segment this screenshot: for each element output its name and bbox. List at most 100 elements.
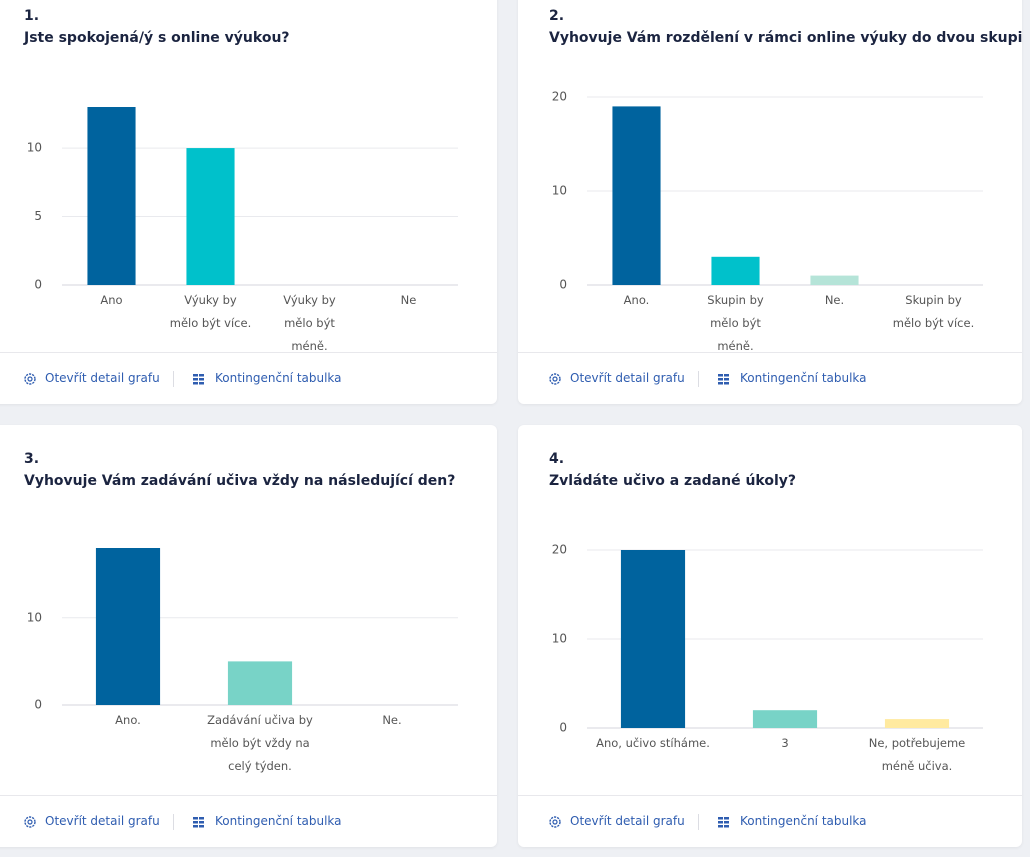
table-icon-cell bbox=[199, 382, 204, 385]
x-tick-label: Ne. bbox=[382, 713, 402, 727]
table-icon-cell bbox=[199, 825, 204, 828]
x-tick-label: Skupin by mělo být méně. bbox=[707, 293, 764, 353]
bar bbox=[612, 106, 661, 286]
x-tick-label: Výuky by mělo být více. bbox=[169, 293, 252, 330]
x-tick-label: Skupin by mělo být více. bbox=[892, 293, 975, 330]
bar bbox=[752, 710, 818, 728]
y-tick-label: 10 bbox=[27, 610, 42, 624]
detail-link[interactable]: Otevřít detail grafu bbox=[570, 371, 685, 385]
bar bbox=[810, 275, 859, 285]
gear-icon bbox=[24, 373, 36, 385]
chart-title: Vyhovuje Vám rozdělení v rámci online vý… bbox=[549, 30, 1022, 46]
y-tick-label: 5 bbox=[34, 209, 42, 223]
gear-hub bbox=[27, 819, 33, 825]
table-icon-cell bbox=[718, 825, 723, 828]
gear-icon bbox=[549, 816, 561, 828]
chart-card: 2. Vyhovuje Vám rozdělení v rámci online … bbox=[518, 0, 1022, 404]
y-tick-label: 0 bbox=[559, 721, 567, 735]
bar bbox=[95, 548, 161, 705]
gear-hub bbox=[27, 376, 33, 382]
table-icon-cell bbox=[718, 821, 723, 824]
chart-title: Vyhovuje Vám zadávání učiva vždy na násl… bbox=[24, 473, 456, 489]
y-tick-label: 10 bbox=[552, 632, 567, 646]
y-tick-label: 10 bbox=[552, 184, 567, 198]
bar bbox=[884, 719, 950, 728]
table-icon-cell bbox=[193, 821, 198, 824]
table-icon-cell bbox=[718, 374, 723, 377]
question-number: 1. bbox=[24, 8, 40, 24]
bar bbox=[620, 550, 686, 728]
table-icon-cell bbox=[718, 382, 723, 385]
detail-link[interactable]: Otevřít detail grafu bbox=[570, 814, 685, 828]
x-tick-label: Ano bbox=[100, 293, 123, 307]
table-icon-cell bbox=[724, 374, 729, 377]
table-icon-cell bbox=[193, 382, 198, 385]
table-icon-cell bbox=[724, 382, 729, 385]
x-tick-label: 3 bbox=[781, 736, 789, 750]
table-icon-cell bbox=[724, 825, 729, 828]
table-link[interactable]: Kontingenční tabulka bbox=[215, 814, 342, 828]
separator bbox=[173, 371, 174, 387]
chart-card: 4. Zvládáte učivo a zadané úkoly? 0 10 20 Ano… bbox=[518, 425, 1022, 847]
chart: 0 10 20 bbox=[552, 543, 983, 735]
table-icon-cell bbox=[199, 378, 204, 381]
table-icon-cell bbox=[193, 817, 198, 820]
table-icon-cell bbox=[724, 817, 729, 820]
gear-ring bbox=[24, 816, 36, 828]
separator bbox=[698, 371, 699, 387]
detail-link[interactable]: Otevřít detail grafu bbox=[45, 814, 160, 828]
table-icon-cell bbox=[724, 821, 729, 824]
gear-ring bbox=[549, 816, 561, 828]
x-tick-label: Ano, učivo stíháme. bbox=[596, 736, 710, 750]
bar bbox=[711, 256, 760, 285]
chart-card: 1. Jste spokojená/ý s online výukou? 0 5 10 A… bbox=[0, 0, 497, 404]
table-icon-cell bbox=[199, 374, 204, 377]
bar bbox=[186, 148, 235, 285]
table-link[interactable]: Kontingenční tabulka bbox=[215, 371, 342, 385]
question-number: 2. bbox=[549, 8, 565, 24]
gear-ring bbox=[549, 373, 561, 385]
card-footer: Otevřít detail grafu Kontingenční tabulka bbox=[518, 352, 1022, 404]
chart-card: 3. Vyhovuje Vám zadávání učiva vždy na ná… bbox=[0, 425, 497, 847]
x-tick-label: Ne bbox=[400, 293, 417, 307]
table-link[interactable]: Kontingenční tabulka bbox=[740, 814, 867, 828]
gear-icon bbox=[24, 816, 36, 828]
card-footer: Otevřít detail grafu Kontingenční tabulka bbox=[0, 795, 497, 847]
chart: 0 10 20 bbox=[552, 90, 983, 292]
chart: 0 5 10 bbox=[27, 107, 458, 292]
gear-ring bbox=[24, 373, 36, 385]
x-tick-label: Zadávání učiva by mělo být vždy na celý … bbox=[207, 713, 313, 773]
table-icon-cell bbox=[199, 817, 204, 820]
table-icon-cell bbox=[193, 374, 198, 377]
table-icon-cell bbox=[193, 378, 198, 381]
chart: 0 10 bbox=[27, 548, 458, 712]
question-number: 4. bbox=[549, 451, 565, 467]
x-tick-label: Výuky by mělo být méně. bbox=[283, 293, 336, 353]
x-tick-label: Ne. bbox=[824, 293, 845, 307]
y-tick-label: 20 bbox=[552, 90, 567, 104]
table-icon bbox=[718, 374, 729, 385]
x-tick-label: Ne, potřebujeme méně učiva. bbox=[868, 736, 966, 773]
separator bbox=[173, 814, 174, 830]
card-footer: Otevřít detail grafu Kontingenční tabulka bbox=[0, 352, 497, 404]
y-tick-label: 0 bbox=[34, 698, 42, 712]
gear-hub bbox=[552, 819, 558, 825]
table-icon-cell bbox=[718, 817, 723, 820]
table-link[interactable]: Kontingenční tabulka bbox=[740, 371, 867, 385]
table-icon bbox=[718, 817, 729, 828]
y-tick-label: 10 bbox=[27, 141, 42, 155]
table-icon-cell bbox=[193, 825, 198, 828]
table-icon-cell bbox=[718, 378, 723, 381]
detail-link[interactable]: Otevřít detail grafu bbox=[45, 371, 160, 385]
bar bbox=[227, 661, 293, 705]
card-footer: Otevřít detail grafu Kontingenční tabulka bbox=[518, 795, 1022, 847]
bar bbox=[87, 107, 136, 285]
gear-icon bbox=[549, 373, 561, 385]
table-icon bbox=[193, 817, 204, 828]
gear-hub bbox=[552, 376, 558, 382]
y-tick-label: 20 bbox=[552, 543, 567, 557]
chart-title: Zvládáte učivo a zadané úkoly? bbox=[549, 473, 797, 489]
separator bbox=[698, 814, 699, 830]
x-tick-label: Ano. bbox=[623, 293, 650, 307]
